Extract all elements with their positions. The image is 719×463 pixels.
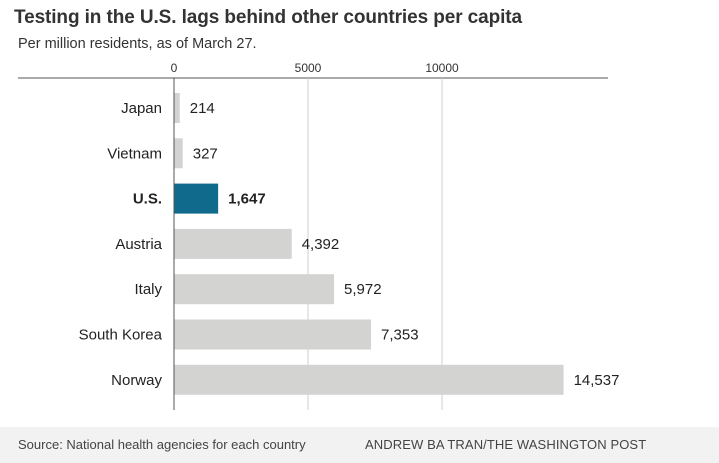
category-label: Japan: [121, 100, 162, 117]
data-label: 5,972: [344, 281, 382, 298]
bar-chart: 0 5000 10000 Japan 214 Vietnam 327 U.S. 1,647 Aus…: [18, 61, 620, 410]
bar: [174, 93, 180, 123]
data-label: 1,647: [228, 191, 266, 208]
category-label: South Korea: [79, 327, 163, 344]
data-label: 14,537: [574, 372, 620, 389]
bar: [174, 319, 372, 350]
data-label: 7,353: [381, 327, 419, 344]
data-label: 214: [190, 100, 215, 117]
x-tick-label: 10000: [425, 61, 459, 75]
bar: [174, 228, 292, 259]
bar: [174, 364, 564, 395]
footer: Source: National health agencies for eac…: [0, 427, 719, 463]
x-tick-label: 0: [171, 61, 178, 75]
bar: [174, 138, 183, 169]
credit-line: ANDREW BA TRAN/THE WASHINGTON POST: [365, 437, 647, 452]
bar: [174, 183, 219, 214]
data-label: 4,392: [302, 236, 340, 253]
category-label: Italy: [134, 281, 162, 298]
category-label: Norway: [111, 372, 162, 389]
category-label: Austria: [115, 236, 162, 253]
category-label: U.S.: [133, 191, 162, 208]
bar: [174, 274, 335, 305]
chart-subtitle: Per million residents, as of March 27.: [18, 36, 257, 52]
data-label: 327: [193, 145, 218, 162]
source-note: Source: National health agencies for eac…: [18, 437, 306, 452]
category-label: Vietnam: [107, 145, 162, 162]
x-tick-label: 5000: [295, 61, 322, 75]
chart-title: Testing in the U.S. lags behind other co…: [14, 7, 522, 28]
